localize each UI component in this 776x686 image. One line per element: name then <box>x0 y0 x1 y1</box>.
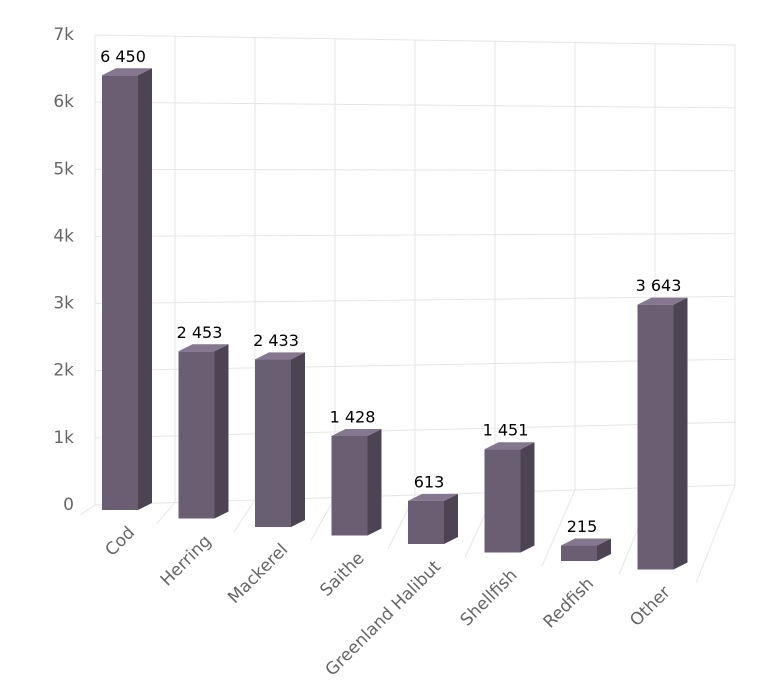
bar-top <box>408 493 458 501</box>
grid-line <box>94 233 736 237</box>
value-label: 1 428 <box>330 408 376 427</box>
bar-side <box>214 344 229 519</box>
grid-line <box>94 295 736 305</box>
value-label: 2 433 <box>253 331 299 350</box>
y-tick-label: 4k <box>53 226 74 246</box>
bar <box>408 500 444 544</box>
bar-top <box>484 442 535 450</box>
y-tick-label: 0 <box>63 495 74 515</box>
value-label: 2 453 <box>177 323 223 342</box>
value-label: 3 643 <box>636 276 682 295</box>
floor-line <box>156 502 176 524</box>
x-tick-label: Other <box>626 582 674 630</box>
bar-side <box>520 442 535 553</box>
bar-side <box>291 352 305 527</box>
bar-side <box>673 297 688 570</box>
bar <box>255 359 291 527</box>
bar-side <box>444 493 458 544</box>
y-tick-label: 5k <box>53 159 74 179</box>
bar-side <box>367 429 382 536</box>
bar <box>637 304 674 570</box>
y-tick-label: 1k <box>53 428 74 448</box>
bar <box>102 75 138 511</box>
y-tick-label: 7k <box>53 25 74 45</box>
bar-top <box>331 429 382 437</box>
grid-line <box>94 168 736 172</box>
bar <box>178 351 215 519</box>
floor-line <box>695 484 736 584</box>
value-label: 215 <box>567 517 598 536</box>
x-tick-label: Saithe <box>316 548 368 600</box>
bar-top <box>102 68 152 76</box>
bar <box>561 545 597 561</box>
bar-top <box>255 352 305 360</box>
bar-top <box>178 344 229 352</box>
y-tick-label: 6k <box>53 92 74 112</box>
value-label: 613 <box>414 472 445 491</box>
bar-side <box>138 68 152 511</box>
value-label: 6 450 <box>100 47 146 66</box>
bar-side <box>597 538 611 561</box>
y-tick-label: 2k <box>53 361 74 381</box>
floor-line <box>233 499 256 533</box>
x-tick-label: Herring <box>157 531 216 590</box>
bar-top <box>561 538 611 546</box>
value-label: 1 451 <box>483 421 529 440</box>
floor-line <box>79 504 96 516</box>
x-tick-label: Redfish <box>540 574 598 632</box>
floor-line <box>541 489 576 567</box>
y-tick-label: 3k <box>53 294 74 314</box>
x-tick-label: Shellfish <box>457 565 522 630</box>
floor-line <box>310 497 336 541</box>
x-tick-label: Cod <box>102 523 140 561</box>
bar <box>331 436 368 536</box>
x-tick-label: Mackerel <box>224 540 292 608</box>
grid-line <box>94 34 736 46</box>
bar <box>484 449 521 553</box>
grid-line <box>94 101 736 109</box>
bar-top <box>637 297 688 305</box>
